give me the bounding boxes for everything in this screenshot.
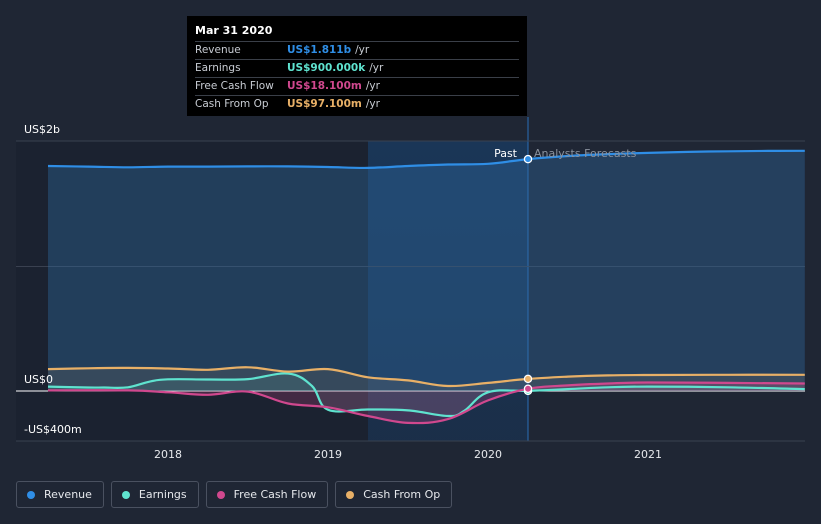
legend-item-revenue[interactable]: Revenue — [16, 481, 104, 508]
legend-item-free-cash-flow[interactable]: Free Cash Flow — [205, 481, 329, 508]
tooltip-value: US$1.811b — [287, 44, 352, 56]
tooltip-name: Free Cash Flow — [195, 80, 274, 92]
series-markers — [523, 154, 533, 396]
tooltip-value: US$18.100m — [287, 80, 362, 92]
tooltip-unit: /yr — [365, 98, 380, 110]
past-label: Past — [494, 147, 518, 160]
series-lines — [47, 149, 805, 425]
legend-dot-icon — [346, 490, 355, 499]
legend-dot-icon — [121, 490, 130, 499]
legend-label: Free Cash Flow — [233, 488, 317, 501]
tooltip-row-earnings: Earnings US$900.000k /yr — [195, 60, 519, 78]
series-areas — [48, 150, 805, 424]
x-tick-label: 2021 — [634, 448, 662, 461]
legend-label: Revenue — [44, 488, 92, 501]
tooltip-row-revenue: Revenue US$1.811b /yr — [195, 42, 519, 60]
tooltip: Mar 31 2020 Revenue US$1.811b /yr Earnin… — [187, 16, 527, 116]
forecast-label: Analysts Forecasts — [534, 147, 637, 160]
legend-label: Cash From Op — [363, 488, 441, 501]
legend-dot-icon — [27, 490, 35, 499]
y-tick-label: US$0 — [24, 373, 53, 386]
x-tick-label: 2018 — [154, 448, 182, 461]
tooltip-row-free-cash-flow: Free Cash Flow US$18.100m /yr — [195, 78, 519, 96]
x-tick-label: 2020 — [474, 448, 502, 461]
marker-cash-from-op — [523, 374, 533, 384]
legend-label: Earnings — [138, 488, 187, 501]
line-free-cash-flow — [47, 381, 805, 425]
line-revenue — [47, 149, 805, 170]
tooltip-name: Cash From Op — [195, 98, 269, 110]
y-tick-label: US$2b — [24, 123, 60, 136]
area-earnings — [48, 373, 805, 417]
area-cash-from-op — [48, 367, 805, 391]
tooltip-name: Revenue — [195, 44, 241, 56]
legend-dot-icon — [216, 490, 225, 499]
legend-item-earnings[interactable]: Earnings — [110, 481, 199, 508]
area-revenue — [48, 150, 805, 391]
tooltip-unit: /yr — [365, 80, 380, 92]
tooltip-unit: /yr — [369, 62, 384, 74]
area-free-cash-flow — [48, 382, 805, 424]
axis-labels: US$2b US$0 -US$400m 2018 2019 2020 2021 — [24, 123, 662, 461]
y-tick-label: -US$400m — [24, 423, 82, 436]
tooltip-unit: /yr — [355, 44, 370, 56]
tooltip-row-cash-from-op: Cash From Op US$97.100m /yr — [195, 96, 519, 113]
legend: Revenue Earnings Free Cash Flow Cash Fro… — [16, 481, 453, 508]
line-cash-from-op — [47, 366, 805, 388]
tooltip-name: Earnings — [195, 62, 241, 74]
x-tick-label: 2019 — [314, 448, 342, 461]
tooltip-value: US$900.000k — [287, 62, 366, 74]
line-earnings — [47, 372, 805, 418]
marker-free-cash-flow — [523, 384, 533, 393]
tooltip-value: US$97.100m — [287, 98, 362, 110]
tooltip-date: Mar 31 2020 — [195, 22, 519, 42]
marker-revenue — [523, 154, 533, 164]
legend-item-cash-from-op[interactable]: Cash From Op — [335, 481, 453, 508]
